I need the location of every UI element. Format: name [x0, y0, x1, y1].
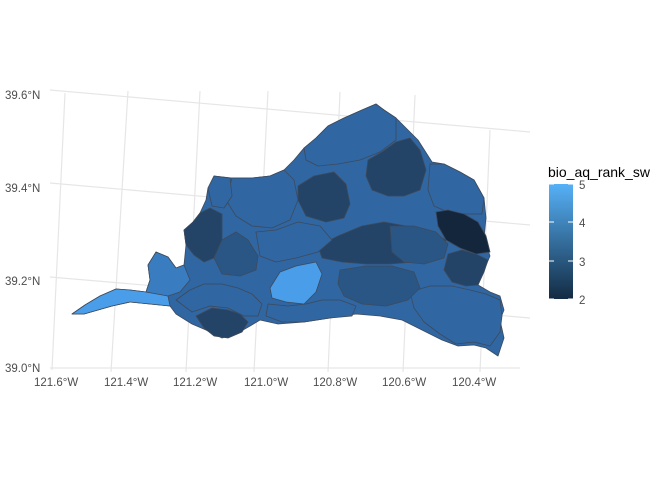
subbasin-center-lower [337, 265, 421, 307]
y-tick-39-4: 39.4°N [5, 183, 40, 195]
legend-ticks [549, 183, 573, 300]
subbasin-southwest [195, 307, 249, 339]
x-tick-120-4: 120.4°W [452, 377, 496, 389]
legend-label-5: 5 [579, 180, 585, 192]
subbasin-west-hill [145, 251, 191, 297]
x-tick-120-6: 120.6°W [382, 377, 426, 389]
subbasin-east-right-upper [427, 163, 485, 215]
legend-title: bio_aq_rank_sw [548, 164, 651, 180]
subbasin-northwest-corner [207, 175, 233, 209]
watershed-polygons [71, 103, 505, 357]
subbasin-east-lower [443, 249, 489, 287]
y-tick-39-0: 39.0°N [5, 363, 40, 375]
subbasin-east-mid [389, 225, 449, 265]
subbasin-west-mid [213, 231, 259, 277]
subbasin-north-center [297, 171, 351, 223]
subbasin-south-east [409, 285, 503, 347]
x-tick-121-0: 121.0°W [244, 377, 288, 389]
subbasin-north-top [303, 103, 397, 167]
legend-colorbar [549, 184, 573, 299]
y-tick-39-6: 39.6°N [5, 90, 40, 102]
subbasin-southwest-lower [175, 283, 263, 317]
y-tick-39-2: 39.2°N [5, 276, 40, 288]
subbasin-north-west [225, 169, 299, 229]
x-tick-121-4: 121.4°W [104, 377, 148, 389]
subbasin-south-center [265, 299, 357, 323]
parallel-39-6 [49, 89, 531, 133]
legend-label-4: 4 [579, 218, 586, 230]
x-tick-121-2: 121.2°W [173, 377, 217, 389]
subbasin-center-south [269, 261, 323, 305]
meridian-121-6 [51, 92, 66, 371]
x-tick-121-6: 121.6°W [34, 377, 78, 389]
subbasin-central [255, 221, 333, 263]
subbasin-west-upper [183, 207, 223, 263]
subbasin-northeast-dark [435, 209, 491, 255]
meridian-121-4 [110, 90, 129, 373]
legend-label-3: 3 [579, 257, 585, 269]
legend-label-2: 2 [579, 295, 585, 307]
subbasin-northeast-upper [365, 137, 427, 197]
x-tick-120-8: 120.8°W [313, 377, 357, 389]
